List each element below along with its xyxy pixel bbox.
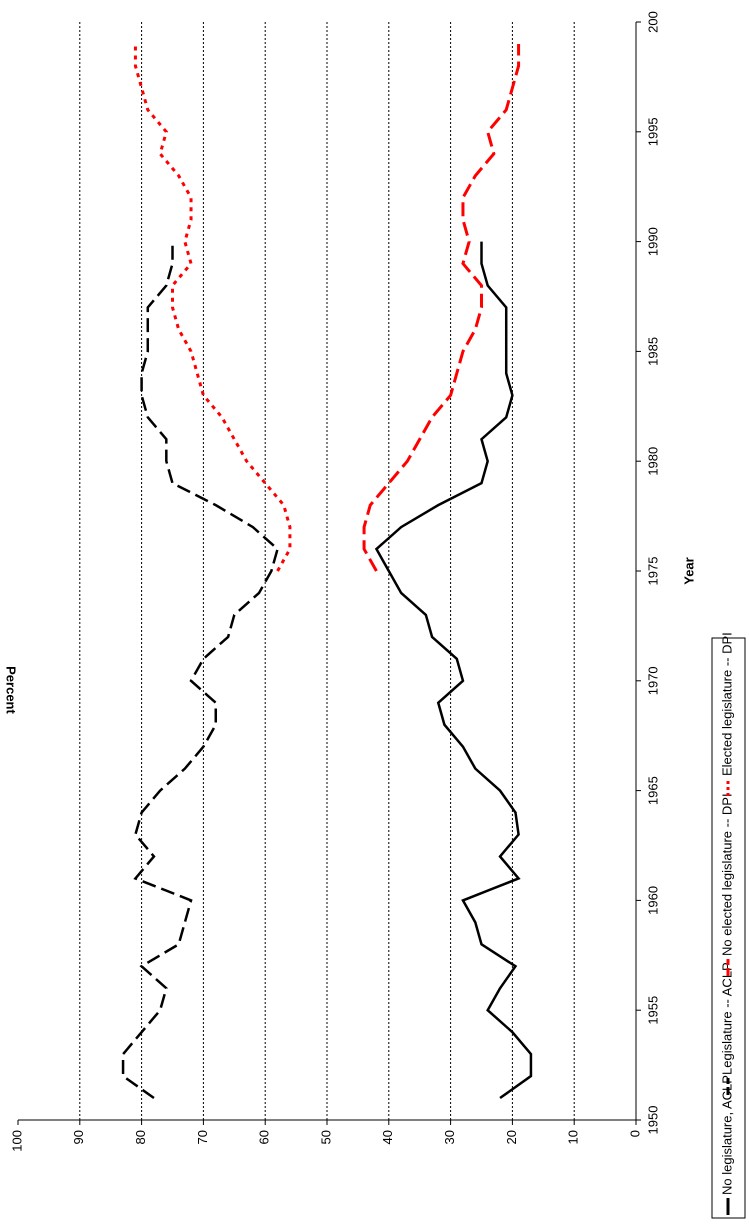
x-tick-label: 1950 xyxy=(645,1106,660,1135)
y-tick-label: 40 xyxy=(380,1130,395,1144)
y-tick-label: 20 xyxy=(504,1130,519,1144)
x-tick-label: 1960 xyxy=(645,886,660,915)
x-tick-label: 1970 xyxy=(645,666,660,695)
y-tick-label: 0 xyxy=(627,1130,642,1137)
y-axis-title: Percent xyxy=(4,666,19,714)
series-line xyxy=(133,43,292,572)
x-tick-label: 200 xyxy=(645,11,660,33)
x-tick-label: 1965 xyxy=(645,776,660,805)
legend-label: No legislature, ACLP xyxy=(719,1075,734,1195)
series-line xyxy=(121,241,279,1100)
series-line xyxy=(362,43,521,572)
y-tick-label: 60 xyxy=(257,1130,272,1144)
y-tick-label: 10 xyxy=(566,1130,581,1144)
x-tick-label: 1975 xyxy=(645,557,660,586)
x-tick-label: 1985 xyxy=(645,337,660,366)
y-tick-label: 80 xyxy=(133,1130,148,1144)
legend-label: Legislature -- ACLP xyxy=(719,962,734,1075)
series-line xyxy=(374,241,533,1100)
legend-label: Elected legislature -- DPI xyxy=(719,632,734,776)
x-tick-label: 1980 xyxy=(645,447,660,476)
y-tick-label: 100 xyxy=(9,1130,24,1152)
x-tick-label: 1955 xyxy=(645,996,660,1025)
y-tick-label: 70 xyxy=(195,1130,210,1144)
legend-label: No elected legislature -- DPI xyxy=(719,793,734,956)
x-tick-label: 1995 xyxy=(645,117,660,146)
rotated-plot: 0 10 20 30 40 50 60 70 80 90 100 1950 1955 1960 1965 19… xyxy=(4,11,746,1219)
legend-box xyxy=(711,637,746,1219)
x-axis-title: Year xyxy=(681,557,696,584)
x-tick-label: 1990 xyxy=(645,227,660,256)
y-tick-label: 30 xyxy=(442,1130,457,1144)
y-tick-label: 50 xyxy=(318,1130,333,1144)
y-tick-label: 90 xyxy=(71,1130,86,1144)
